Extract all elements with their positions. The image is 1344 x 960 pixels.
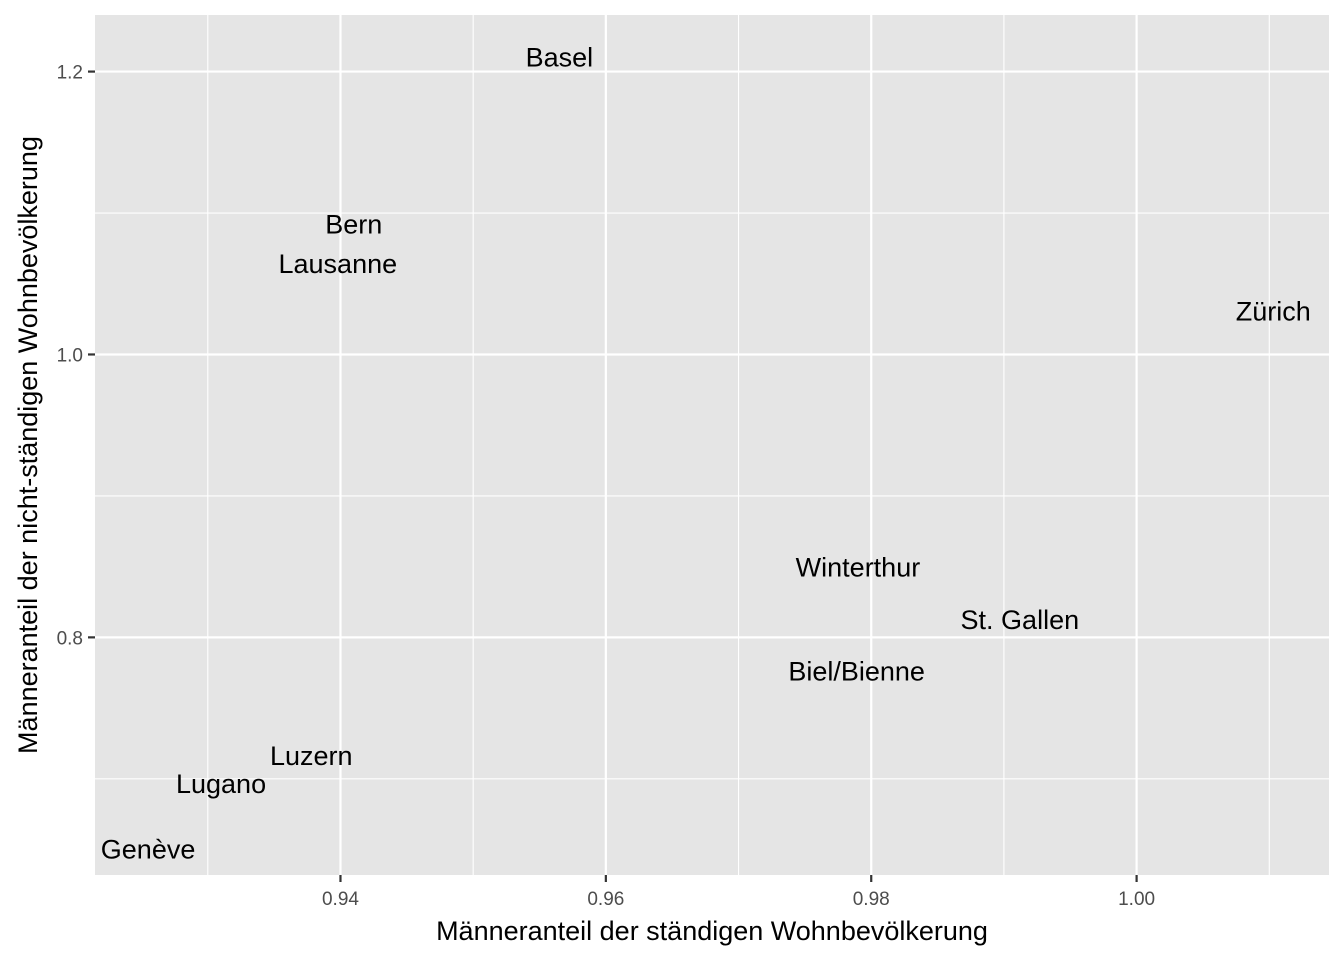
plot-panel xyxy=(95,15,1329,875)
point-label: Zürich xyxy=(1236,296,1311,326)
x-axis-title: Männeranteil der ständigen Wohnbevölkeru… xyxy=(436,916,988,946)
point-label: Biel/Bienne xyxy=(788,657,925,687)
y-axis-title: Männeranteil der nicht-ständigen Wohnbev… xyxy=(13,136,43,754)
point-label: St. Gallen xyxy=(961,605,1080,635)
major-gridlines xyxy=(95,15,1329,875)
point-label: Lugano xyxy=(176,769,266,799)
point-label: Genève xyxy=(101,835,196,865)
point-label: Winterthur xyxy=(796,552,921,582)
point-label: Bern xyxy=(325,210,382,240)
y-axis: 0.8 1.0 1.2 xyxy=(57,63,95,649)
point-labels: Basel Bern Lausanne Zürich Winterthur St. Gal… xyxy=(101,42,1311,864)
y-tick-label: 1.0 xyxy=(57,345,83,366)
y-tick-label: 1.2 xyxy=(57,63,83,84)
point-label: Luzern xyxy=(270,741,353,771)
point-label: Lausanne xyxy=(279,249,398,279)
x-axis: 0.94 0.96 0.98 1.00 xyxy=(322,875,1155,910)
point-label: Basel xyxy=(526,42,594,72)
y-tick-label: 0.8 xyxy=(57,628,83,649)
x-tick-label: 0.94 xyxy=(322,889,359,910)
x-tick-label: 1.00 xyxy=(1118,889,1155,910)
x-tick-label: 0.98 xyxy=(853,889,890,910)
minor-gridlines xyxy=(95,15,1329,875)
x-tick-label: 0.96 xyxy=(587,889,624,910)
